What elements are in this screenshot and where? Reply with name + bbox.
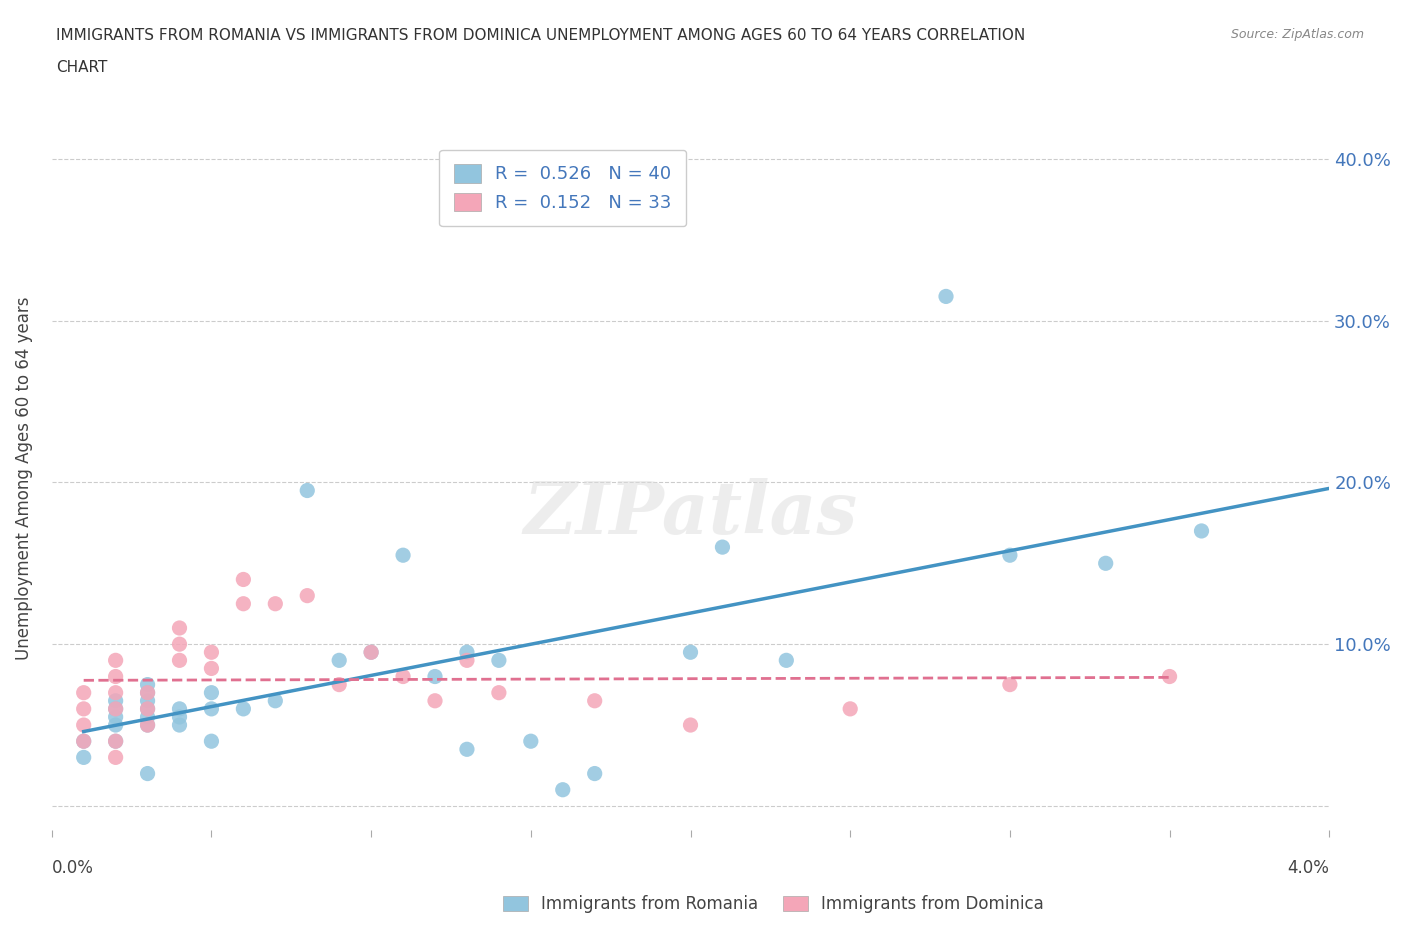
Point (232, 701, 254, 716)
Point (583, 694, 606, 709)
Point (169, 620, 191, 635)
Point (200, 661, 222, 676)
Point (169, 653, 191, 668)
Text: 4.0%: 4.0% (1288, 859, 1329, 877)
Point (200, 644, 222, 659)
Point (200, 701, 222, 716)
Point (711, 539, 734, 554)
Point (136, 766, 159, 781)
Point (73, 685, 96, 700)
Point (104, 710, 127, 724)
Point (551, 782, 574, 797)
Point (136, 677, 159, 692)
Point (488, 653, 510, 668)
Point (136, 718, 159, 733)
Legend: R =  0.526   N = 40, R =  0.152   N = 33: R = 0.526 N = 40, R = 0.152 N = 33 (439, 150, 686, 226)
Text: Source: ZipAtlas.com: Source: ZipAtlas.com (1230, 28, 1364, 41)
Point (169, 701, 191, 716)
Point (328, 677, 350, 692)
Point (232, 596, 254, 611)
Text: CHART: CHART (56, 60, 108, 75)
Point (136, 685, 159, 700)
Point (104, 653, 127, 668)
Point (104, 669, 127, 684)
Point (679, 718, 702, 733)
Point (423, 669, 446, 684)
Text: 0.0%: 0.0% (52, 859, 94, 877)
Point (679, 644, 702, 659)
Point (200, 734, 222, 749)
Point (136, 701, 159, 716)
Point (73, 750, 96, 764)
Point (73, 734, 96, 749)
Point (1159, 669, 1181, 684)
Point (136, 685, 159, 700)
Point (775, 653, 797, 668)
Point (839, 701, 862, 716)
Point (136, 718, 159, 733)
Point (488, 685, 510, 700)
Point (360, 644, 382, 659)
Y-axis label: Unemployment Among Ages 60 to 64 years: Unemployment Among Ages 60 to 64 years (15, 297, 32, 660)
Point (328, 653, 350, 668)
Point (360, 644, 382, 659)
Point (1094, 556, 1116, 571)
Point (73, 718, 96, 733)
Point (104, 685, 127, 700)
Point (456, 742, 478, 757)
Point (264, 596, 287, 611)
Point (136, 701, 159, 716)
Point (104, 750, 127, 764)
Point (169, 718, 191, 733)
Point (104, 701, 127, 716)
Point (423, 694, 446, 709)
Point (104, 701, 127, 716)
Point (520, 734, 543, 749)
Point (169, 710, 191, 724)
Point (232, 572, 254, 587)
Point (297, 483, 319, 498)
Point (998, 548, 1021, 563)
Point (73, 701, 96, 716)
Point (73, 734, 96, 749)
Text: IMMIGRANTS FROM ROMANIA VS IMMIGRANTS FROM DOMINICA UNEMPLOYMENT AMONG AGES 60 T: IMMIGRANTS FROM ROMANIA VS IMMIGRANTS FR… (56, 28, 1025, 43)
Point (998, 677, 1021, 692)
Point (1191, 524, 1213, 538)
Legend: Immigrants from Romania, Immigrants from Dominica: Immigrants from Romania, Immigrants from… (496, 889, 1050, 920)
Point (392, 669, 415, 684)
Point (583, 766, 606, 781)
Point (136, 694, 159, 709)
Point (935, 289, 957, 304)
Point (297, 588, 319, 603)
Point (392, 548, 415, 563)
Point (104, 734, 127, 749)
Point (456, 653, 478, 668)
Point (456, 644, 478, 659)
Text: ZIPatlas: ZIPatlas (523, 478, 858, 549)
Point (200, 685, 222, 700)
Point (104, 718, 127, 733)
Point (169, 637, 191, 652)
Point (104, 734, 127, 749)
Point (104, 694, 127, 709)
Point (264, 694, 287, 709)
Point (136, 710, 159, 724)
